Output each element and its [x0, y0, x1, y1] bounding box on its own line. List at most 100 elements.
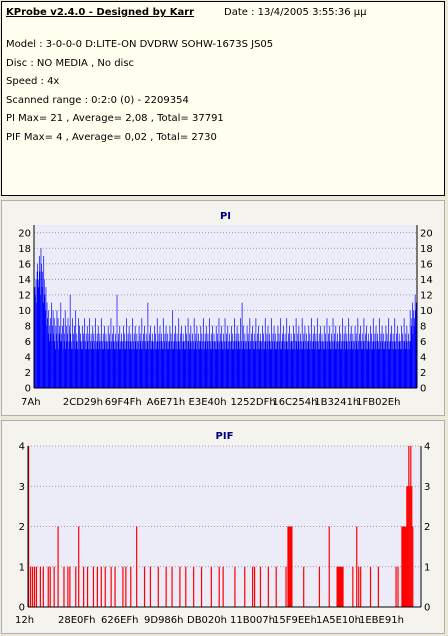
model-line: Model : 3-0-0-0 D:LITE-ON DVDRW SOHW-167…	[6, 39, 274, 50]
pi-bar	[44, 294, 46, 388]
info-lines: Model : 3-0-0-0 D:LITE-ON DVDRW SOHW-167…	[6, 36, 273, 147]
pi-bar	[126, 341, 128, 388]
pi-bar	[90, 341, 91, 388]
pi-bar	[389, 349, 391, 388]
pif-bar	[210, 566, 212, 607]
pi-bar	[270, 318, 272, 388]
pi-bar	[234, 318, 235, 388]
pi-bar	[67, 318, 69, 388]
pi-bar	[337, 341, 339, 388]
pi-bar	[321, 349, 322, 388]
pi-bar	[188, 341, 190, 388]
pi-chart-panel: PI 0 0 2 2 4 4 6 6 8 8 10 10 12 12 14 14 16 16 18 18 20 20 7Ah 2…	[1, 200, 445, 416]
pi-bar	[69, 325, 70, 388]
pif-bar	[31, 566, 34, 607]
pi-bar	[330, 341, 332, 388]
pi-bar	[348, 318, 349, 388]
pi-bar	[265, 341, 267, 388]
pi-bar	[332, 318, 334, 388]
pi-bar	[229, 333, 230, 388]
pif-bar	[253, 566, 256, 607]
pi-bar	[396, 333, 397, 388]
pi-bar	[62, 325, 63, 388]
pi-bar	[198, 341, 200, 388]
pif-bar	[358, 566, 360, 607]
pi-bar	[47, 333, 49, 388]
pif-bar	[100, 566, 102, 607]
pif-bar	[28, 446, 30, 607]
pi-bar	[279, 341, 280, 388]
pi-bar	[75, 310, 77, 388]
pi-bar	[268, 341, 270, 388]
pi-bar	[327, 341, 328, 388]
pi-y-tick-label-right: 4	[420, 352, 426, 363]
pi-bar	[45, 310, 46, 388]
pi-bar	[370, 349, 372, 388]
pi-bar	[54, 341, 56, 388]
pi-bar	[343, 333, 345, 388]
pi-bar	[267, 341, 268, 388]
pi-bar	[123, 349, 125, 388]
pi-bar	[216, 333, 218, 388]
pi-bar	[288, 333, 289, 388]
pi-bar	[354, 341, 355, 388]
pi-bar	[398, 349, 399, 388]
pi-bar	[350, 325, 352, 388]
pi-bar	[325, 341, 327, 388]
pif-bar	[290, 526, 292, 607]
pi-bar	[302, 349, 304, 388]
pi-bar	[237, 341, 239, 388]
pi-bar	[311, 341, 313, 388]
pi-bar	[116, 341, 117, 388]
pi-bar	[303, 333, 305, 388]
pi-bar	[290, 349, 291, 388]
pi-bar	[54, 349, 56, 388]
pi-bar	[331, 333, 332, 388]
pi-bar	[228, 349, 230, 388]
pif-bar	[244, 566, 246, 607]
pi-bar	[110, 318, 112, 388]
pif-chart-title: PIF	[216, 431, 234, 442]
pi-bar	[163, 349, 165, 388]
pi-bar	[219, 341, 220, 388]
pi-bar	[254, 349, 256, 388]
pif-bar	[360, 566, 362, 607]
pi-bar	[327, 349, 329, 388]
pi-bar	[90, 333, 92, 388]
pi-bar	[408, 349, 410, 388]
pi-bar	[71, 341, 73, 388]
pi-bar	[205, 325, 207, 388]
pi-bar	[157, 349, 159, 388]
pi-bar	[130, 333, 132, 388]
pif-bar	[114, 566, 116, 607]
pi-bar	[342, 341, 344, 388]
pi-bar	[131, 341, 133, 388]
pi-bar	[256, 349, 257, 388]
pi-bar	[328, 341, 330, 388]
pi-bar	[367, 349, 369, 388]
pi-bar	[385, 325, 387, 388]
pi-bar	[377, 349, 379, 388]
pi-y-tick-label-left: 12	[18, 290, 31, 301]
pi-bar	[347, 349, 348, 388]
pi-bar	[284, 333, 286, 388]
pif-bar	[318, 566, 321, 607]
pi-bar	[349, 333, 351, 388]
pi-bar	[343, 349, 344, 388]
pi-y-tick-label-left: 20	[18, 228, 31, 239]
pi-y-tick-label-left: 16	[18, 259, 31, 270]
pi-bar	[232, 333, 234, 388]
pi-bar	[263, 341, 265, 388]
pi-bar	[154, 325, 155, 388]
pi-bar	[181, 341, 183, 388]
pi-bar	[355, 333, 357, 388]
pif-chart-panel: PIF 0 0 1 1 2 2 3 3 4 4 12h 28E0Fh 626EFh 9D986h DB020h…	[1, 420, 445, 634]
info-panel: KProbe v2.4.0 - Designed by Karr Date : …	[1, 1, 445, 196]
pi-bar	[100, 349, 101, 388]
pi-bar	[226, 333, 228, 388]
pi-bar	[114, 341, 116, 388]
pi-bar	[42, 302, 44, 388]
pif-bar	[218, 566, 220, 607]
pi-bar	[326, 349, 327, 388]
pi-bar	[233, 349, 235, 388]
